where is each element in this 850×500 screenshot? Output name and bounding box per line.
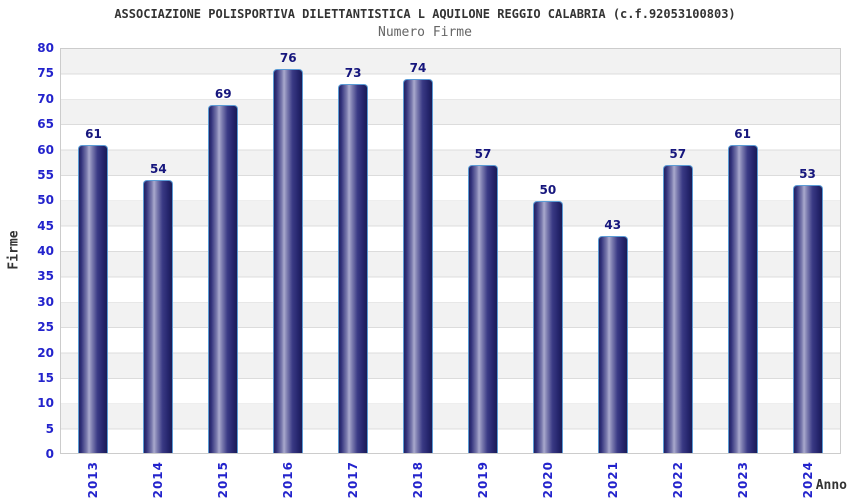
- bar-2018: [403, 79, 434, 453]
- x-tick-label: 2013: [85, 461, 100, 499]
- bar-slot: 50: [515, 49, 580, 453]
- bar-value-label: 76: [279, 51, 297, 66]
- bar-slot: 57: [451, 49, 516, 453]
- x-tick-label: 2023: [736, 461, 751, 499]
- bar-slot: 54: [126, 49, 191, 453]
- bar-slot: 73: [321, 49, 386, 453]
- bar-value-label: 73: [344, 66, 362, 81]
- bar-2016: [273, 69, 304, 453]
- bar-value-label: 61: [734, 126, 751, 141]
- bar-value-label: 61: [85, 126, 102, 141]
- x-tick-label: 2017: [345, 461, 360, 499]
- y-tick-label: 55: [37, 167, 54, 182]
- bar-value-label: 50: [539, 182, 557, 197]
- bar-slot: 61: [61, 49, 126, 453]
- x-axis: 2013 2014 2015 2016 2017 2018 2019 2020 2021 2022…: [60, 461, 841, 500]
- bar-value-label: 43: [604, 217, 622, 232]
- y-tick-label: 25: [37, 320, 54, 335]
- x-tick-label: 2021: [606, 461, 621, 499]
- bar-slot: 74: [386, 49, 451, 453]
- x-tick-label: 2020: [541, 461, 556, 499]
- bar-value-label: 54: [150, 162, 167, 177]
- y-tick-label: 75: [37, 66, 54, 81]
- x-tick-label: 2022: [671, 461, 686, 499]
- y-tick-label: 10: [37, 396, 54, 411]
- y-tick-label: 65: [37, 117, 54, 132]
- x-axis-title: Anno: [815, 478, 847, 493]
- bar-2021: [597, 235, 628, 453]
- x-tick-label: 2016: [280, 461, 295, 499]
- bar-2013: [78, 144, 109, 453]
- y-tick-label: 80: [37, 41, 54, 55]
- y-axis: 0 5 10 15 20 25 30 35 40 45 50 55 60 65 70 75 80: [0, 41, 54, 461]
- y-tick-label: 50: [37, 193, 54, 208]
- x-tick-label: 2014: [150, 461, 165, 499]
- bar-slot: 69: [191, 49, 256, 453]
- bar-slot: 53: [775, 49, 840, 453]
- y-tick-label: 20: [37, 345, 54, 360]
- y-tick-label: 5: [45, 421, 54, 436]
- y-tick-label: 60: [37, 142, 54, 157]
- x-tick-label: 2019: [476, 461, 491, 499]
- bar-value-label: 57: [669, 147, 687, 162]
- y-tick-label: 0: [45, 447, 54, 461]
- bar-2023: [727, 144, 758, 453]
- bar-2015: [208, 104, 239, 453]
- plot-area: 61 54 69 76 73 74 57 50 43 57 61 53: [60, 48, 841, 454]
- x-tick-label: 2015: [215, 461, 230, 499]
- bar-2020: [532, 200, 563, 453]
- y-tick-label: 45: [37, 218, 54, 233]
- bar-value-label: 53: [799, 167, 816, 182]
- x-tick-label: 2018: [410, 461, 425, 499]
- bar-2024: [792, 185, 823, 453]
- bar-value-label: 74: [409, 61, 427, 76]
- bar-2017: [338, 84, 369, 453]
- x-tick-label: 2024: [801, 461, 816, 499]
- bar-2014: [143, 180, 174, 453]
- y-tick-label: 70: [37, 91, 54, 106]
- y-tick-label: 30: [37, 294, 54, 309]
- chart-title: ASSOCIAZIONE POLISPORTIVA DILETTANTISTIC…: [114, 7, 736, 21]
- y-tick-label: 40: [37, 244, 54, 258]
- bar-slot: 76: [256, 49, 321, 453]
- bar-value-label: 57: [474, 147, 492, 162]
- chart-subtitle: Numero Firme: [378, 25, 472, 40]
- bar-value-label: 69: [214, 86, 232, 101]
- bar-slot: 57: [645, 49, 710, 453]
- y-tick-label: 15: [37, 370, 54, 385]
- bar-2022: [662, 165, 693, 453]
- bar-2019: [467, 165, 498, 453]
- y-tick-label: 35: [37, 269, 54, 284]
- bar-slot: 43: [580, 49, 645, 453]
- bar-slot: 61: [710, 49, 775, 453]
